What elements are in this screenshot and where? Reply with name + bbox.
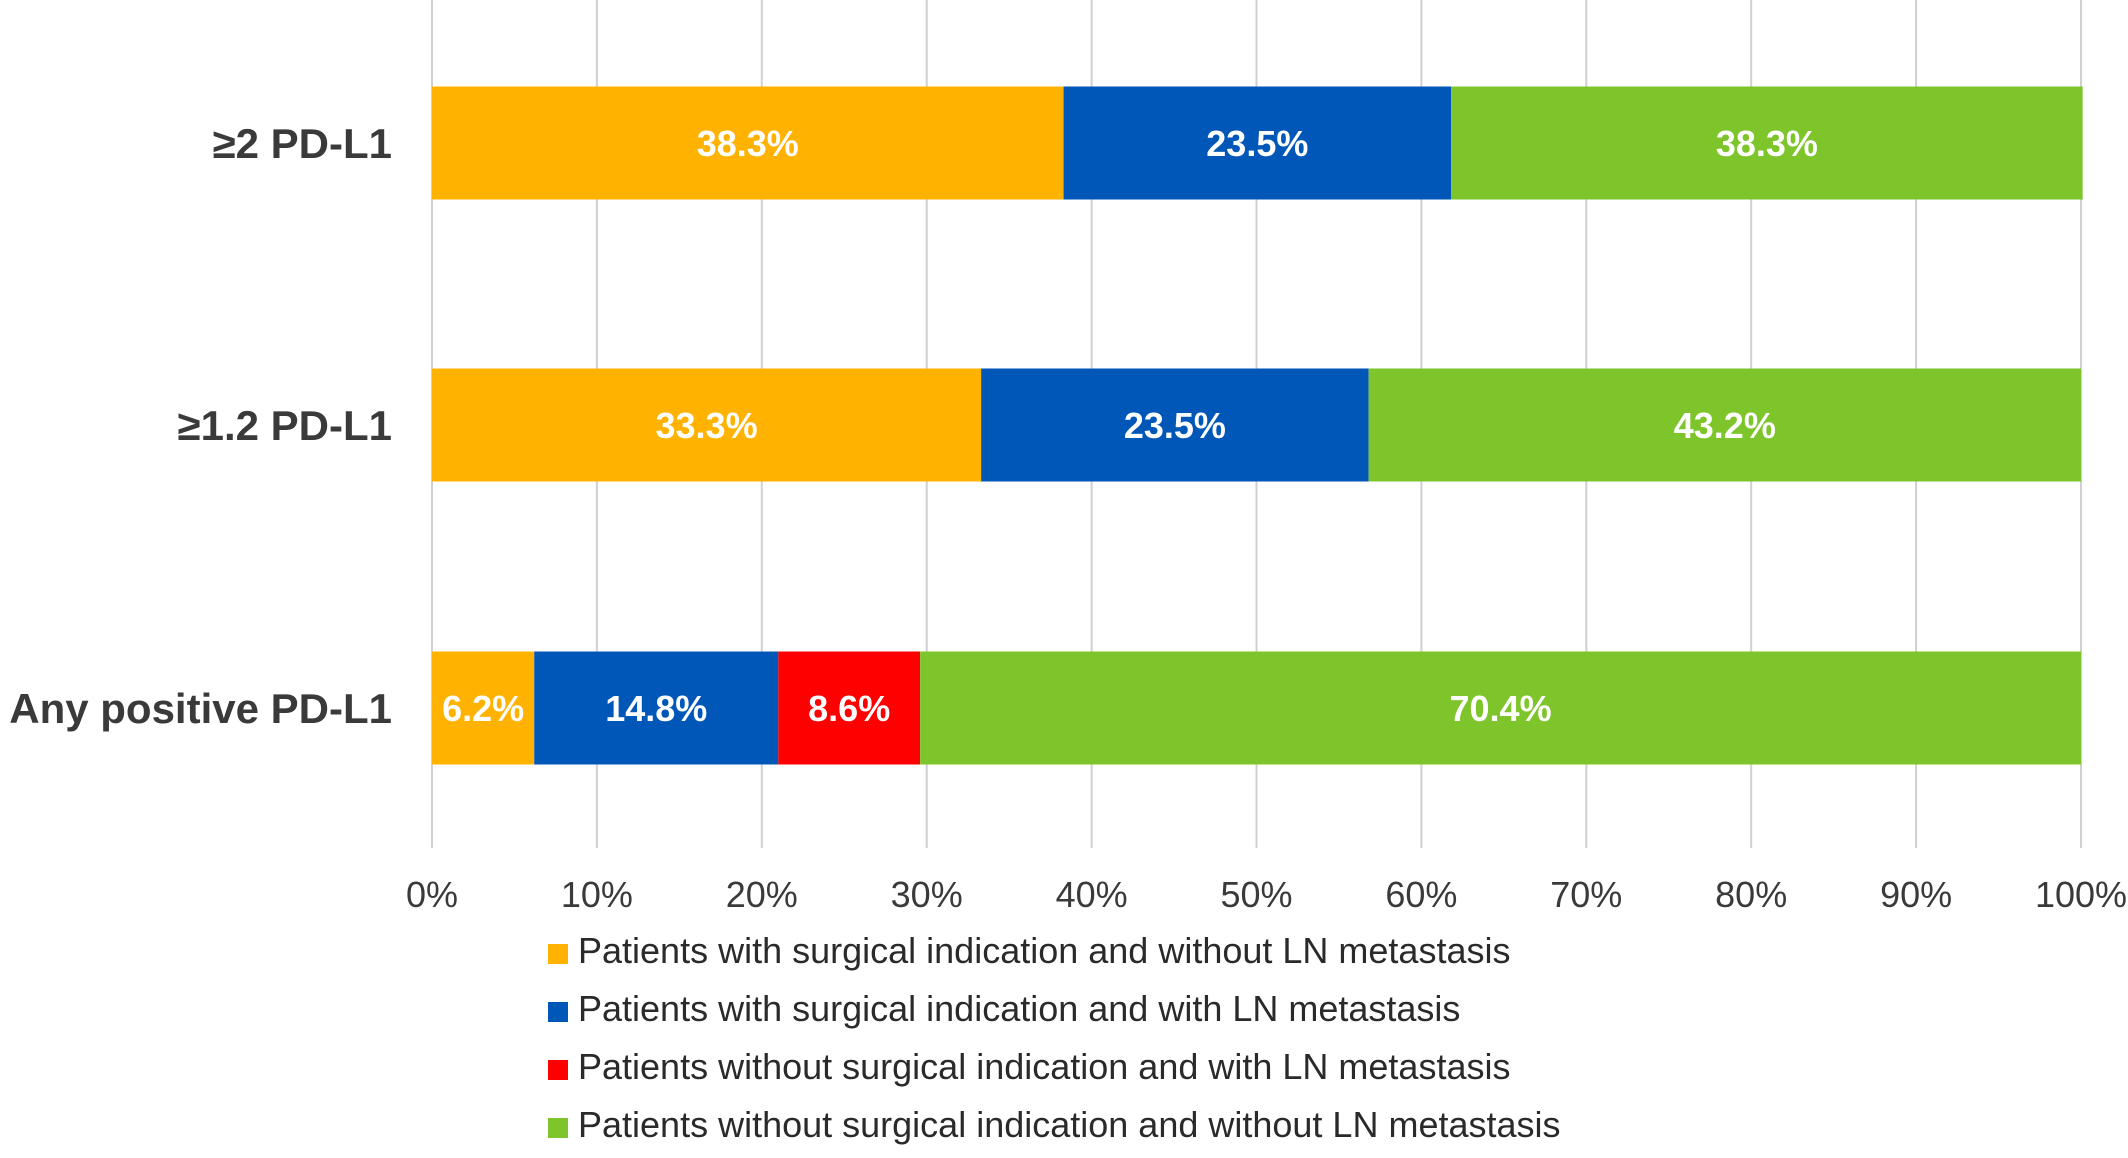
x-tick-label: 70% xyxy=(1550,874,1622,915)
bars xyxy=(432,86,2083,765)
bar-segment xyxy=(778,651,921,765)
category-label: ≥1.2 PD-L1 xyxy=(178,402,392,449)
x-tick-label: 10% xyxy=(561,874,633,915)
bar-segment xyxy=(920,651,2081,765)
data-label: 8.6% xyxy=(808,688,890,729)
data-label: 23.5% xyxy=(1206,123,1308,164)
x-tick-label: 40% xyxy=(1056,874,1128,915)
category-label: ≥2 PD-L1 xyxy=(213,120,392,167)
bar-segment xyxy=(432,368,982,482)
x-tick-label: 60% xyxy=(1385,874,1457,915)
data-label: 38.3% xyxy=(697,123,799,164)
data-label: 6.2% xyxy=(442,688,524,729)
x-tick-label: 20% xyxy=(726,874,798,915)
data-label: 14.8% xyxy=(605,688,707,729)
legend-swatch xyxy=(548,1002,568,1022)
x-tick-label: 0% xyxy=(406,874,458,915)
x-tick-label: 90% xyxy=(1880,874,1952,915)
data-label: 43.2% xyxy=(1674,405,1776,446)
x-tick-label: 50% xyxy=(1220,874,1292,915)
data-label: 33.3% xyxy=(656,405,758,446)
bar-segment xyxy=(1063,86,1452,200)
x-tick-label: 80% xyxy=(1715,874,1787,915)
bar-segment xyxy=(432,86,1064,200)
category-label: Any positive PD-L1 xyxy=(9,685,392,732)
legend-swatch xyxy=(548,944,568,964)
x-tick-label: 100% xyxy=(2035,874,2127,915)
bar-segment xyxy=(1451,86,2083,200)
bar-segment xyxy=(1368,368,2081,482)
legend-swatch xyxy=(548,1060,568,1080)
x-tick-label: 30% xyxy=(891,874,963,915)
legend: Patients with surgical indication and wi… xyxy=(548,930,1561,1145)
data-label: 23.5% xyxy=(1124,405,1226,446)
bar-segment xyxy=(534,651,779,765)
data-label: 38.3% xyxy=(1716,123,1818,164)
legend-swatch xyxy=(548,1118,568,1138)
legend-label: Patients with surgical indication and wi… xyxy=(578,930,1510,971)
legend-label: Patients without surgical indication and… xyxy=(578,1046,1510,1087)
legend-label: Patients without surgical indication and… xyxy=(578,1104,1561,1145)
bar-segment xyxy=(432,651,535,765)
bar-segment xyxy=(981,368,1369,482)
legend-label: Patients with surgical indication and wi… xyxy=(578,988,1460,1029)
labels: 0% 10% 20% 30% 40% 50% 60% 70% 80% 90% 100% ≥2 PD-L… xyxy=(9,120,2127,915)
data-label: 70.4% xyxy=(1450,688,1552,729)
